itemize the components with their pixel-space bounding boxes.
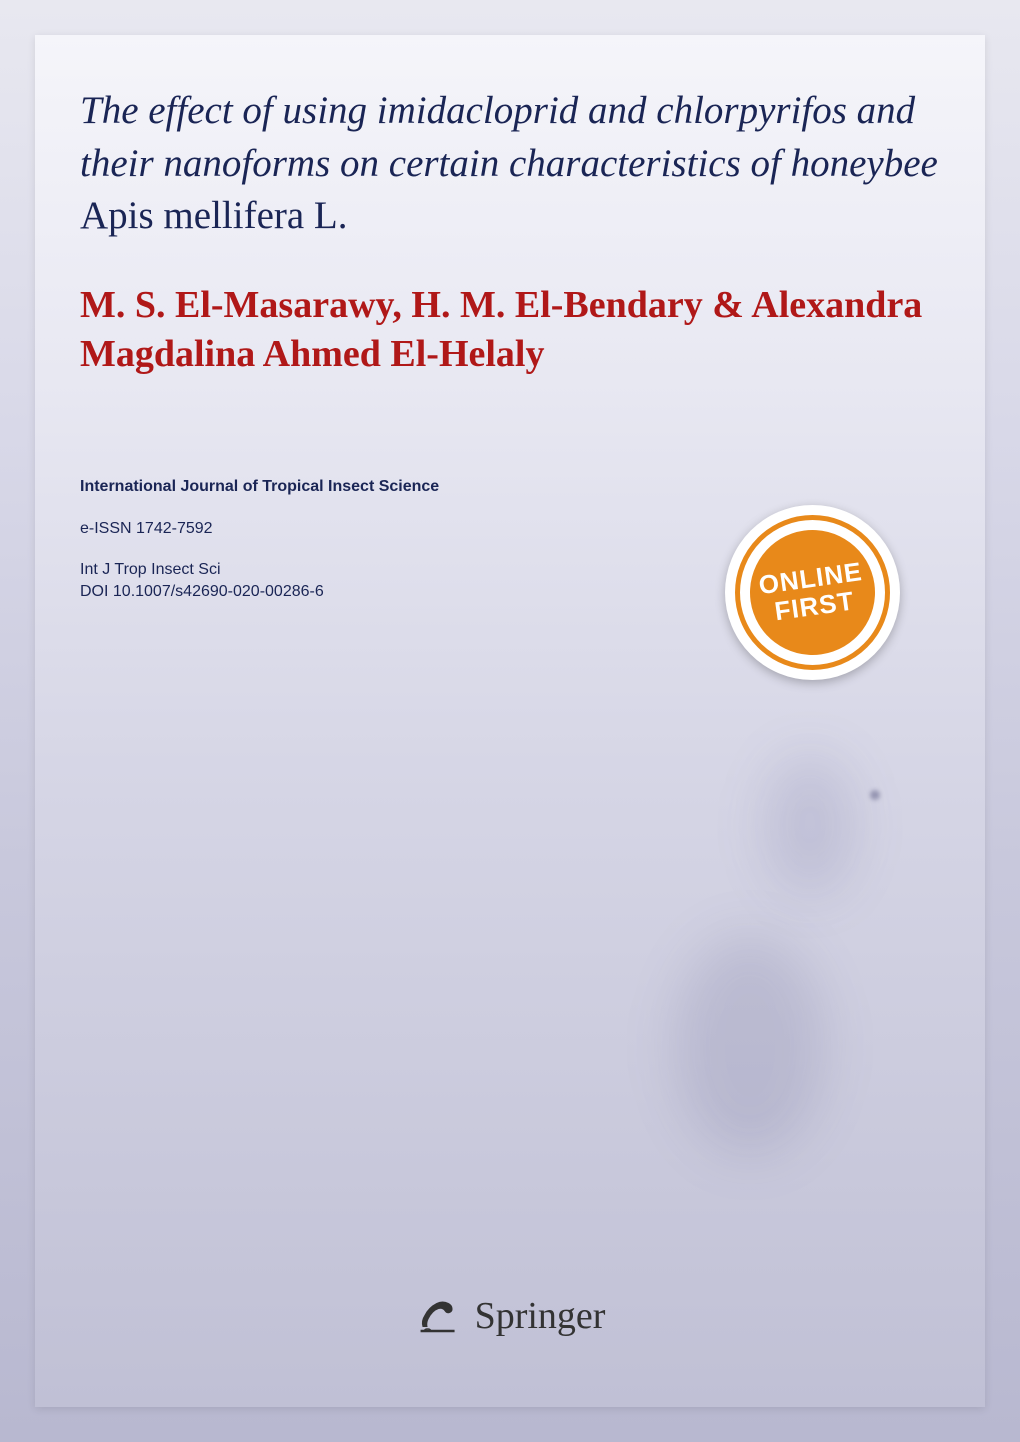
decorative-blur [765,755,855,895]
authors: M. S. El-Masarawy, H. M. El-Bendary & Al… [80,281,940,380]
badge-ring: ONLINE FIRST [735,515,890,670]
publisher-block: Springer [415,1289,606,1342]
title-species: Apis mellifera L. [80,194,348,237]
badge-inner-circle: ONLINE FIRST [742,522,883,663]
journal-name: International Journal of Tropical Insect… [80,475,940,499]
decorative-dot [870,790,880,800]
badge-outer-ring: ONLINE FIRST [725,505,900,680]
springer-horse-icon [415,1289,463,1342]
cover-page: The effect of using imidacloprid and chl… [35,35,985,1407]
publisher-name: Springer [475,1294,606,1338]
article-title: The effect of using imidacloprid and chl… [80,85,940,243]
online-first-badge: ONLINE FIRST [725,505,900,680]
decorative-blur [675,935,825,1155]
title-italic: The effect of using imidacloprid and chl… [80,89,938,185]
